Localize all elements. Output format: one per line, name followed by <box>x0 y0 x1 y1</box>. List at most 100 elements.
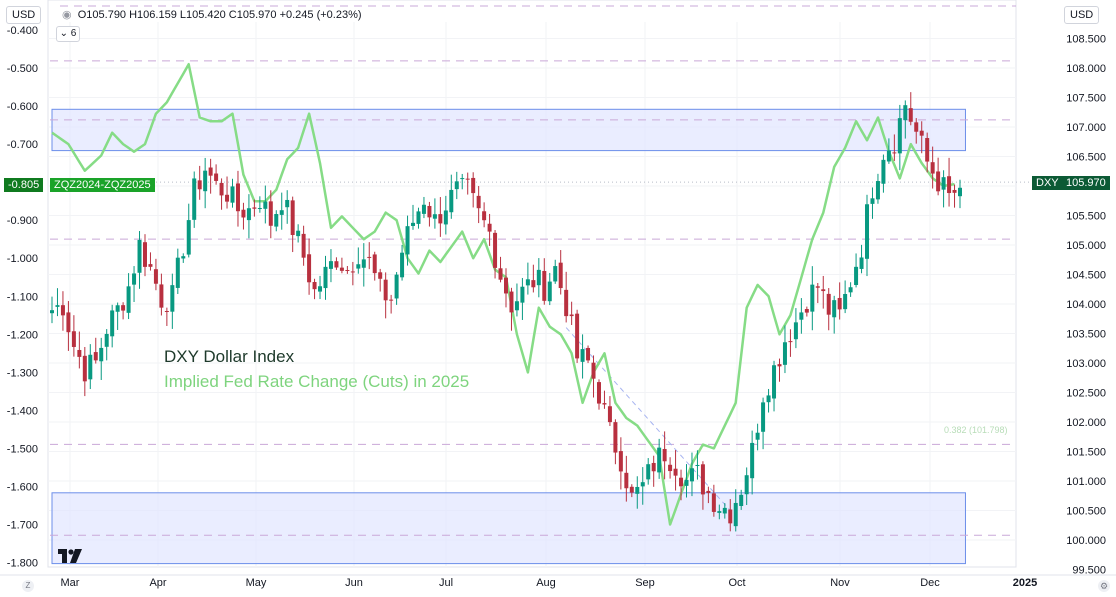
candle-body <box>82 355 87 382</box>
candle-body <box>586 347 591 361</box>
grid <box>0 0 1116 576</box>
candle-body <box>126 286 131 313</box>
candle-body <box>761 402 766 432</box>
right-value-tag: 105.970 <box>1062 176 1110 190</box>
right-currency-button[interactable]: USD <box>1064 6 1100 24</box>
x-axis: Mar Apr May Jun Jul Aug Sep Oct Nov Dec 2025 <box>61 577 1038 589</box>
candle-body <box>832 300 837 318</box>
implied-annotation: Implied Fed Rate Change (Cuts) in 2025 <box>164 372 470 391</box>
left-tick-label: -0.600 <box>7 101 38 113</box>
candle-body <box>77 349 82 357</box>
left-tick-label: -1.800 <box>7 558 38 570</box>
candle-body <box>432 214 437 219</box>
candle-body <box>257 208 262 210</box>
candle-body <box>810 284 815 312</box>
candle-body <box>744 475 749 495</box>
candle-body <box>728 509 733 524</box>
left-tick-label: -1.200 <box>7 329 38 341</box>
candle-body <box>389 299 394 301</box>
right-tick-label: 103.500 <box>1066 329 1106 341</box>
candle-body <box>498 268 503 280</box>
x-tick-label: Nov <box>830 577 850 589</box>
candle-body <box>569 314 574 317</box>
x-tick-label: Dec <box>920 577 940 589</box>
candle-body <box>208 167 213 176</box>
candle-body <box>602 403 607 405</box>
tradingview-logo-icon <box>58 549 82 563</box>
candle-body <box>323 266 328 289</box>
candle-body <box>142 242 147 267</box>
candle-body <box>471 177 476 194</box>
settings-icon[interactable]: ⚙ <box>1098 580 1110 592</box>
candle-body <box>865 204 870 259</box>
candle-body <box>558 262 563 289</box>
candle-body <box>908 108 913 122</box>
candle-body <box>307 254 312 283</box>
interval-badge[interactable]: ⌄ 6 <box>56 26 80 42</box>
candle-body <box>722 507 727 514</box>
candle-body <box>400 252 405 278</box>
candle-body <box>892 152 897 154</box>
candle-body <box>739 494 744 506</box>
candle-body <box>711 493 716 512</box>
candle-body <box>71 331 76 347</box>
candle-body <box>815 286 820 288</box>
candle-body <box>132 273 137 285</box>
left-tick-label: -0.400 <box>7 25 38 37</box>
left-axis: -0.400-0.500-0.600-0.700-0.800-0.900-1.0… <box>7 25 38 570</box>
left-tick-label: -1.700 <box>7 520 38 532</box>
candle-body <box>93 352 98 361</box>
left-tick-label: -1.600 <box>7 481 38 493</box>
candle-body <box>121 305 126 311</box>
candle-body <box>947 176 952 194</box>
ohlc-readout: ◉ O105.790 H106.159 L105.420 C105.970 +0… <box>62 8 362 21</box>
price-zone <box>51 108 966 152</box>
candle-body <box>197 180 202 190</box>
right-tick-label: 108.000 <box>1066 63 1106 75</box>
eye-icon[interactable]: ◉ <box>62 9 72 21</box>
left-tick-label: -1.400 <box>7 405 38 417</box>
x-tick-label: Mar <box>61 577 80 589</box>
candle-body <box>925 138 930 162</box>
candle-body <box>531 280 536 288</box>
left-tick-label: -0.500 <box>7 63 38 75</box>
candle-body <box>673 468 678 476</box>
candle-body <box>897 118 902 154</box>
candle-body <box>542 270 547 301</box>
candle-body <box>553 266 558 282</box>
x-tick-label: Sep <box>635 577 655 589</box>
candle-body <box>465 178 470 180</box>
candle-body <box>618 451 623 472</box>
ohlc-text: O105.790 H106.159 L105.420 C105.970 +0.2… <box>77 9 362 21</box>
right-tick-label: 105.000 <box>1066 240 1106 252</box>
candle-body <box>575 313 580 359</box>
candle-body <box>487 223 492 232</box>
candle-body <box>203 170 208 192</box>
candle-body <box>886 150 891 162</box>
candle-body <box>684 479 689 486</box>
candle-body <box>405 226 410 255</box>
candle-body <box>460 178 465 180</box>
candle-body <box>875 181 880 200</box>
tz-button[interactable]: Z <box>22 580 34 592</box>
implied-line <box>51 62 955 526</box>
implied-fed-line <box>51 62 955 526</box>
candle-body <box>356 264 361 269</box>
candle-body <box>717 511 722 513</box>
candle-body <box>279 210 284 215</box>
candle-body <box>427 205 432 218</box>
plot-border <box>47 0 1017 568</box>
candle-body <box>296 230 301 237</box>
left-tick-label: -0.900 <box>7 215 38 227</box>
candle-body <box>804 309 809 313</box>
x-tick-label: Jul <box>439 577 453 589</box>
right-tick-label: 100.500 <box>1066 506 1106 518</box>
candle-body <box>547 281 552 302</box>
candle-body <box>793 322 798 340</box>
candle-body <box>766 395 771 403</box>
left-currency-button[interactable]: USD <box>6 6 42 24</box>
candle-body <box>192 178 197 220</box>
candle-body <box>438 214 443 224</box>
candle-body <box>668 464 673 472</box>
